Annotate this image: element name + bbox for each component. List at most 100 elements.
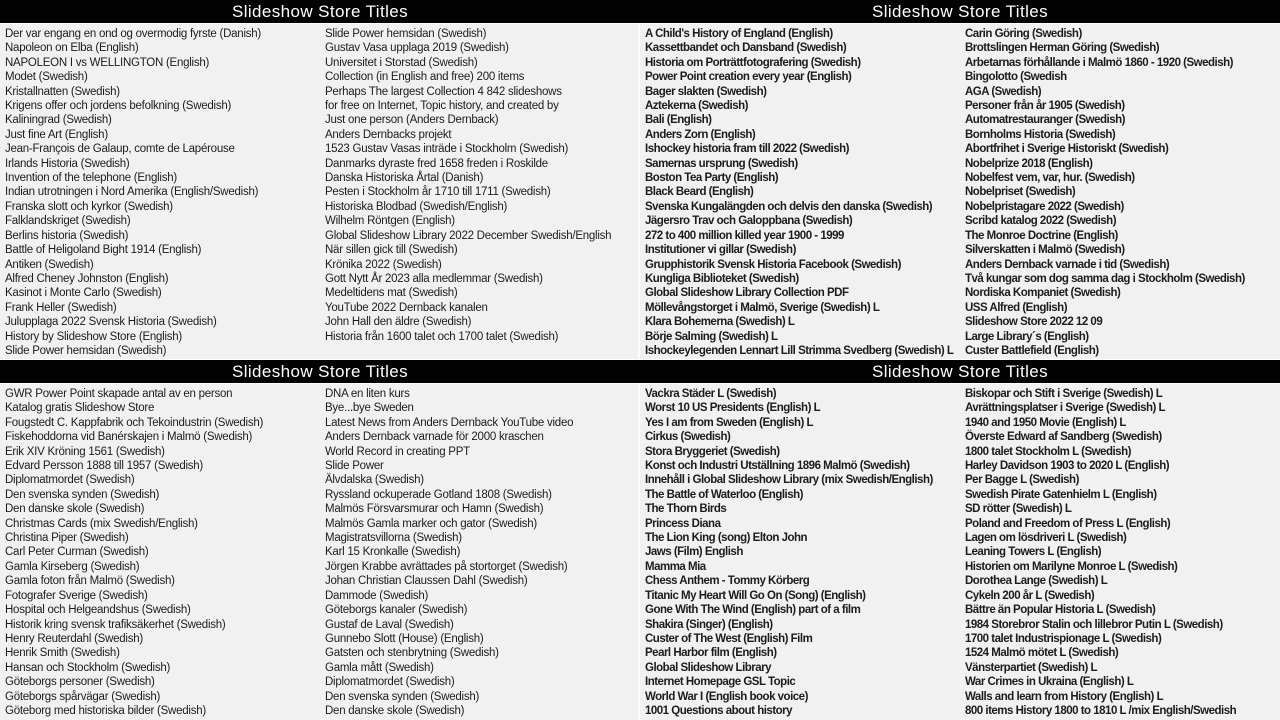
slide-body: Vackra Städer L (Swedish) Worst 10 US Pre… [640, 384, 1280, 718]
list-item: Berlins historia (Swedish) [5, 229, 129, 242]
list-item: Large Library´s (English) [965, 330, 1089, 343]
list-item: Yes I am from Sweden (English) L [645, 416, 814, 429]
title-list-column: Carin Göring (Swedish) Brottslingen Herma… [960, 27, 1280, 358]
list-item: Göteborg med historiska bilder (Swedish) [5, 704, 206, 717]
list-item: for free on Internet, Topic history, and… [325, 100, 559, 113]
list-item: Nobelpriset (Swedish) [965, 186, 1076, 199]
list-item: 1984 Storebror Stalin och lillebror Puti… [965, 618, 1223, 631]
list-item: Just one person (Anders Dernback) [325, 114, 499, 127]
list-item: The Lion King (song) Elton John [645, 532, 808, 545]
list-item: Medeltidens mat (Swedish) [325, 287, 458, 300]
list-item: Carl Peter Curman (Swedish) [5, 546, 149, 559]
list-item: Indian utrotningen i Nord Amerika (Engli… [5, 186, 259, 199]
list-item: Falklandskriget (Swedish) [5, 215, 131, 228]
list-item: Global Slideshow Library [645, 661, 772, 674]
list-item: Carin Göring (Swedish) [965, 28, 1082, 40]
list-item: Nobelprize 2018 (English) [965, 157, 1093, 170]
list-item: Klara Bohemerna (Swedish) L [645, 316, 795, 329]
list-item: Antiken (Swedish) [5, 258, 94, 271]
list-item: World War I (English book voice) [645, 690, 808, 703]
list-item: Malmös Försvarsmurar och Hamn (Swedish) [325, 503, 544, 516]
list-item: Henry Reuterdahl (Swedish) [5, 632, 143, 645]
slide-body: GWR Power Point skapade antal av en pers… [0, 384, 640, 718]
list-item: Diplomatmordet (Swedish) [325, 676, 455, 689]
list-item: Anders Dernback varnade för 2000 krasche… [325, 431, 544, 444]
list-item: Just fine Art (English) [5, 128, 108, 141]
list-item: Chess Anthem - Tommy Körberg [645, 575, 810, 588]
list-item: Shakira (Singer) (English) [645, 618, 773, 631]
list-item: Den svenska synden (Swedish) [325, 690, 480, 703]
list-item: Gustaf de Laval (Swedish) [325, 618, 454, 631]
list-item: Poland and Freedom of Press L (English) [965, 517, 1171, 530]
list-item: Krigens offer och jordens befolkning (Sw… [5, 100, 232, 113]
list-item: Custer Battlefield (English) [965, 344, 1099, 357]
list-item: När sillen gick till (Swedish) [325, 244, 458, 257]
title-list-column: A Child's History of England (English) Ka… [640, 27, 960, 358]
list-item: Custer of The West (English) Film [645, 632, 813, 645]
list-item: Jägersro Trav och Galoppbana (Swedish) [645, 215, 853, 228]
list-item: Latest News from Anders Dernback YouTube… [325, 416, 574, 429]
list-item: Samernas ursprung (Swedish) [645, 157, 798, 170]
list-item: Scribd katalog 2022 (Swedish) [965, 215, 1117, 228]
list-item: Jean-François de Galaup, comte de Lapéro… [5, 143, 235, 156]
list-item: Överste Edward af Sandberg (Swedish) [965, 431, 1162, 444]
slide-bottom-left: Slideshow Store Titles GWR Power Point s… [0, 360, 640, 720]
slide-bottom-right: Slideshow Store Titles Vackra Städer L (… [640, 360, 1280, 720]
list-item: Karl 15 Kronkalle (Swedish) [325, 546, 461, 559]
list-item: Irlands Historia (Swedish) [5, 157, 130, 170]
list-item: Invention of the telephone (English) [5, 172, 177, 185]
list-item: Per Bagge L (Swedish) [965, 474, 1079, 487]
list-item: 1524 Malmö mötet L (Swedish) [965, 647, 1119, 660]
list-item: Mamma Mia [645, 560, 706, 573]
list-item: Krönika 2022 (Swedish) [325, 258, 442, 271]
list-item: 272 to 400 million killed year 1900 - 19… [645, 229, 844, 242]
list-item: Biskopar och Stift i Sverige (Swedish) L [965, 388, 1163, 400]
list-item: Wilhelm Röntgen (English) [325, 215, 455, 228]
list-item: Institutioner vi gillar (Swedish) [645, 244, 796, 257]
list-item: Innehåll i Global Slideshow Library (mix… [645, 474, 933, 487]
list-item: 1800 talet Stockholm L (Swedish) [965, 445, 1131, 458]
list-item: Personer från år 1905 (Swedish) [965, 100, 1125, 113]
list-item: Black Beard (English) [645, 186, 754, 199]
list-item: 800 items History 1800 to 1810 L /mix En… [965, 704, 1237, 717]
list-item: Johan Christian Claussen Dahl (Swedish) [325, 575, 528, 588]
slide-title: Slideshow Store Titles [231, 1, 409, 21]
list-item: Avrättningsplatser i Sverige (Swedish) L [965, 402, 1166, 415]
list-item: Historia om Porträttfotografering (Swedi… [645, 56, 861, 69]
list-item: 1700 talet Industrispionage L (Swedish) [965, 632, 1162, 645]
list-item: Brottslingen Herman Göring (Swedish) [965, 42, 1160, 55]
list-item: Slide Power [325, 460, 384, 473]
list-item: Perhaps The largest Collection 4 842 sli… [325, 85, 562, 98]
list-item: Cykeln 200 år L (Swedish) [965, 589, 1095, 602]
list-item: Kristallnatten (Swedish) [5, 85, 120, 98]
list-item: Pearl Harbor film (English) [645, 647, 777, 660]
list-item: Alfred Cheney Johnston (English) [5, 272, 169, 285]
list-item: Global Slideshow Library Collection PDF [645, 287, 849, 300]
list-item: Katalog gratis Slideshow Store [5, 402, 155, 415]
list-item: John Hall den äldre (Swedish) [325, 316, 472, 329]
slide-title: Slideshow Store Titles [871, 1, 1049, 21]
list-item: Vackra Städer L (Swedish) [645, 388, 777, 400]
list-item: Gustav Vasa upplaga 2019 (Swedish) [325, 42, 509, 55]
slide-title-bar: Slideshow Store Titles [0, 0, 640, 24]
list-item: Harley Davidson 1903 to 2020 L (English) [965, 460, 1170, 473]
list-item: Frank Heller (Swedish) [5, 301, 117, 314]
list-item: Fiskehoddorna vid Banérskajen i Malmö (S… [5, 431, 253, 444]
list-item: Anders Dernbacks projekt [325, 128, 452, 141]
list-item: Internet Homepage GSL Topic [645, 676, 796, 689]
list-item: Grupphistorik Svensk Historia Facebook (… [645, 258, 901, 271]
title-list-column: Der var engang en ond og overmodig fyrst… [0, 27, 320, 358]
list-item: Kassettbandet och Dansband (Swedish) [645, 42, 847, 55]
list-item: Ishockey historia fram till 2022 (Swedis… [645, 143, 849, 156]
list-item: Titanic My Heart Will Go On (Song) (Engl… [645, 589, 866, 602]
list-item: Magistratsvillorna (Swedish) [325, 532, 462, 545]
list-item: Princess Diana [645, 517, 721, 530]
list-item: Napoleon on Elba (English) [5, 42, 139, 55]
list-item: Henrik Smith (Swedish) [5, 647, 120, 660]
list-item: Slide Power hemsidan (Swedish) [325, 28, 487, 40]
list-item: GWR Power Point skapade antal av en pers… [5, 388, 233, 400]
list-item: Bye...bye Sweden [325, 402, 414, 415]
list-item: Ishockeylegenden Lennart Lill Strimma Sv… [645, 344, 954, 357]
list-item: Bingolotto (Swedish [965, 71, 1067, 84]
